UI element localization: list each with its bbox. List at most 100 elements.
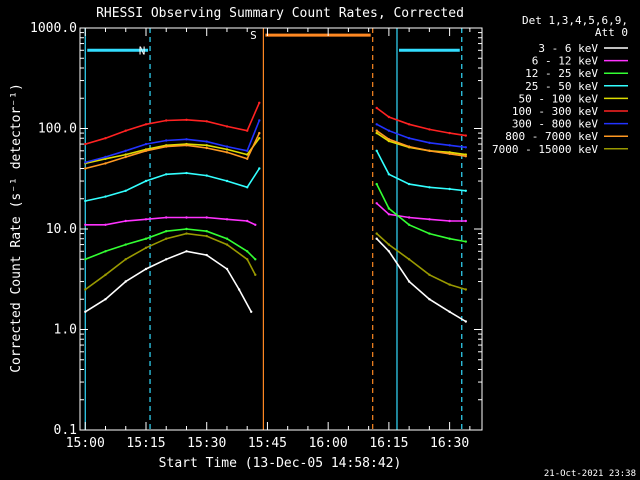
- series-line: [84, 232, 257, 291]
- data-point: [104, 155, 107, 159]
- x-tick-label: 15:45: [248, 436, 287, 451]
- data-point: [144, 123, 148, 126]
- series-12-25-kev: [84, 182, 467, 261]
- data-point: [448, 219, 451, 223]
- x-axis-label: Start Time (13-Dec-05 14:58:42): [159, 456, 402, 471]
- data-point: [124, 155, 127, 159]
- legend-label: 6 - 12 keV: [532, 55, 599, 68]
- data-point: [246, 219, 249, 223]
- data-point: [225, 125, 229, 128]
- data-point: [246, 149, 249, 152]
- data-point: [205, 120, 208, 123]
- data-point: [205, 230, 208, 233]
- data-point: [124, 258, 127, 261]
- data-point: [185, 250, 188, 253]
- data-point: [124, 153, 127, 156]
- legend-label: 12 - 25 keV: [525, 67, 598, 80]
- data-point: [387, 129, 391, 132]
- series-line: [85, 216, 256, 226]
- data-point: [407, 145, 411, 148]
- data-point: [124, 129, 127, 132]
- data-point: [448, 310, 451, 313]
- data-point: [185, 171, 188, 175]
- data-point: [144, 246, 148, 249]
- data-point: [375, 182, 378, 186]
- x-tick-label: 16:00: [309, 436, 348, 451]
- data-point: [84, 167, 87, 170]
- data-point: [387, 250, 391, 253]
- series-line: [85, 168, 260, 202]
- data-point: [144, 218, 148, 221]
- y-tick-label: 10.0: [46, 222, 77, 237]
- data-point: [250, 310, 253, 313]
- data-point: [375, 149, 378, 152]
- data-point: [124, 149, 127, 152]
- timestamp: 21-Oct-2021 23:38: [544, 469, 636, 479]
- data-point: [165, 258, 168, 261]
- data-point: [375, 237, 378, 240]
- data-point: [225, 218, 229, 221]
- data-point: [104, 162, 107, 165]
- data-point: [225, 179, 229, 183]
- data-point: [104, 250, 107, 253]
- data-point: [185, 216, 188, 219]
- data-point: [387, 213, 391, 216]
- data-point: [205, 216, 208, 219]
- data-point: [375, 131, 378, 135]
- data-point: [104, 157, 107, 160]
- data-point: [225, 267, 229, 271]
- data-point: [84, 199, 87, 203]
- legend-label: 300 - 800 keV: [512, 118, 598, 131]
- series-line: [84, 250, 252, 313]
- data-point: [428, 141, 431, 144]
- x-tick-label: 15:00: [66, 436, 105, 451]
- data-point: [246, 129, 249, 132]
- series-100-300-kev: [84, 101, 467, 146]
- data-point: [144, 237, 148, 240]
- x-tick-label: 15:30: [187, 436, 226, 451]
- data-point: [104, 137, 107, 140]
- data-point: [104, 223, 107, 226]
- data-point: [464, 288, 467, 291]
- series-line: [85, 137, 260, 165]
- data-point: [464, 146, 467, 149]
- data-point: [185, 138, 188, 141]
- series-line: [376, 202, 466, 222]
- data-point: [407, 137, 411, 140]
- legend-label: 50 - 100 keV: [519, 92, 599, 105]
- y-tick-label: 1000.0: [30, 21, 77, 36]
- data-point: [104, 195, 107, 198]
- y-tick-label: 0.1: [54, 423, 77, 438]
- data-point: [165, 230, 168, 233]
- data-point: [428, 128, 431, 131]
- data-point: [124, 280, 127, 283]
- data-point: [84, 288, 87, 291]
- data-point: [428, 232, 431, 235]
- data-point: [464, 189, 467, 192]
- x-tick-label: 16:30: [430, 436, 469, 451]
- data-point: [407, 280, 411, 283]
- data-point: [205, 140, 208, 143]
- series-line: [85, 102, 261, 145]
- data-point: [407, 182, 411, 186]
- legend-label: 100 - 300 keV: [512, 105, 598, 118]
- series-line: [375, 150, 466, 192]
- legend-header-line-2: Att 0: [595, 26, 628, 39]
- y-axis-label: Corrected Count Rate (s⁻¹ detector⁻¹): [9, 83, 24, 373]
- series-7000-15000-kev: [84, 232, 467, 291]
- series-line: [376, 107, 466, 137]
- data-point: [387, 207, 391, 210]
- data-point: [144, 149, 148, 152]
- data-point: [124, 243, 127, 246]
- data-point: [258, 119, 261, 122]
- data-point: [448, 131, 451, 135]
- data-point: [254, 258, 257, 261]
- data-point: [246, 157, 249, 160]
- legend-label: 7000 - 15000 keV: [492, 143, 598, 156]
- data-point: [225, 237, 229, 240]
- data-point: [448, 187, 451, 191]
- data-point: [185, 227, 188, 231]
- data-point: [407, 223, 411, 226]
